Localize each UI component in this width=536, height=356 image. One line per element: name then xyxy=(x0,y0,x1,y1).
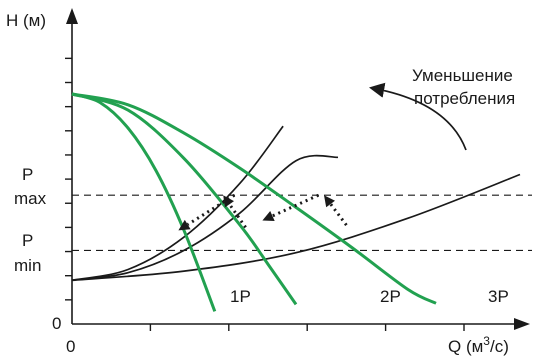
x-axis-label: Q (м3/с) xyxy=(448,334,509,356)
pmin-label-p: P xyxy=(22,231,33,250)
system-curve-steep xyxy=(71,125,284,282)
pump-curve-1p xyxy=(71,92,217,312)
system-curve-medium xyxy=(71,154,339,282)
transition-arrowhead-icon xyxy=(178,219,191,231)
annotation-line-2: потребления xyxy=(414,89,515,108)
pmin-label-sub: min xyxy=(14,256,41,275)
axis-ticks xyxy=(65,57,465,331)
pump-curve-label-3p: 3P xyxy=(488,287,509,306)
transition-arrowhead-icon xyxy=(324,195,335,208)
pump-curve-2p xyxy=(71,92,298,306)
y-axis-label: H (м) xyxy=(6,11,46,30)
pump-curves xyxy=(71,92,437,312)
y-axis-arrow-icon xyxy=(66,8,78,24)
system-curves xyxy=(71,125,521,282)
operating-point-transitions xyxy=(178,193,348,231)
transition-line xyxy=(329,203,348,226)
system-curve-flat xyxy=(71,173,521,282)
pump-curve-3p xyxy=(71,92,437,305)
pmax-label-sub: max xyxy=(14,189,47,208)
x-axis-arrow-icon xyxy=(514,318,530,330)
decrease-arrow-icon xyxy=(368,82,467,151)
transition-arrowhead-icon xyxy=(223,195,234,208)
pump-curve-label-2p: 2P xyxy=(380,287,401,306)
transition-arrowhead-icon xyxy=(262,211,275,221)
origin-x-label: 0 xyxy=(66,337,75,356)
transition-line xyxy=(271,193,320,218)
origin-y-label: 0 xyxy=(52,314,61,333)
pump-curve-label-1p: 1P xyxy=(230,287,251,306)
annotation-line-1: Уменьшение xyxy=(412,66,513,85)
pmax-label-p: P xyxy=(22,165,33,184)
